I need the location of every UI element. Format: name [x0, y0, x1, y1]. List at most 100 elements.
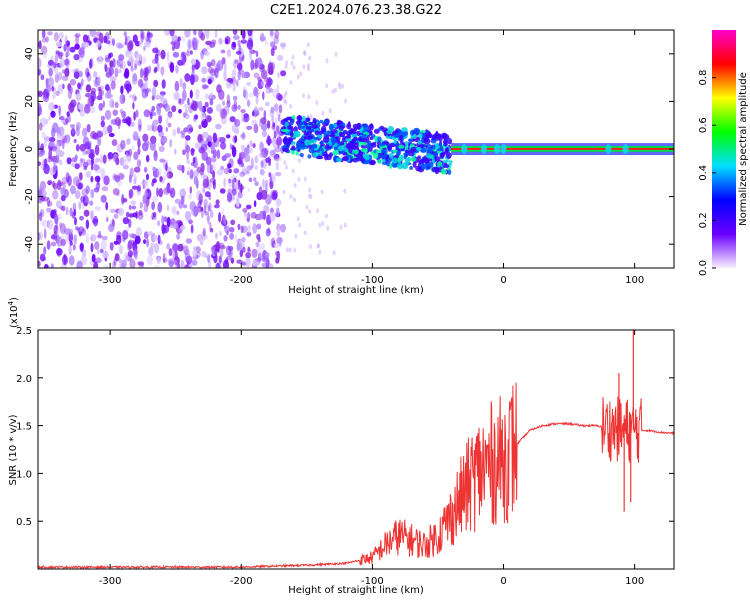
spectrogram-signal-blob — [431, 157, 436, 165]
spectrogram-sparse-blob — [288, 247, 292, 253]
spectrogram-noise-blob — [277, 94, 283, 102]
spectrogram-noise-blob — [72, 244, 76, 251]
spectrogram-noise-blob — [228, 168, 232, 174]
spectrogram-noise-blob — [60, 238, 66, 247]
spectrogram-noise-blob — [152, 178, 157, 184]
spectrogram-noise-blob — [204, 211, 210, 216]
spectrogram-sparse-blob — [284, 164, 288, 170]
spectrogram-signal-blob — [372, 152, 379, 159]
spectrogram-noise-blob — [102, 251, 109, 259]
spectrogram-noise-blob — [132, 93, 136, 103]
spectrogram-noise-blob — [199, 134, 204, 142]
spectrogram-sparse-blob — [296, 74, 300, 80]
spectrogram-noise-blob — [200, 143, 208, 152]
spectrogram-noise-blob — [236, 259, 243, 264]
spectrogram-noise-blob — [82, 161, 89, 168]
spectrogram-noise-blob — [78, 47, 85, 59]
spectrogram-noise-blob — [103, 35, 108, 44]
spectrogram-signal-blob — [358, 142, 362, 148]
spectrogram-noise-blob — [40, 74, 45, 81]
spectrogram-noise-blob — [143, 166, 148, 173]
spectrogram-noise-blob — [260, 32, 265, 43]
spectrogram-noise-blob — [253, 72, 260, 79]
spectrogram-noise-blob — [39, 231, 43, 241]
spectrogram-noise-blob — [240, 133, 246, 139]
spectrogram-signal-blob — [368, 124, 374, 131]
spectrogram-noise-blob — [209, 98, 214, 106]
spectrogram-noise-blob — [93, 160, 97, 167]
spectrogram-noise-blob — [274, 116, 278, 126]
spectrogram-noise-blob — [268, 88, 274, 93]
spectrogram-noise-blob — [109, 208, 117, 213]
spectrogram-noise-blob — [95, 95, 103, 100]
snr-panel: -300 -200 -100 0 100 0.5 1.0 1.5 2.0 2.5 Height o… — [7, 297, 675, 596]
spectrogram-noise-blob — [216, 60, 224, 71]
spectrogram-signal-blob — [280, 128, 288, 132]
spectrogram-signal-blob — [331, 129, 338, 134]
spectrogram-noise-blob — [102, 126, 109, 136]
spectrogram-noise-blob — [94, 241, 100, 250]
spectrogram-noise-blob — [64, 58, 70, 65]
spectrogram-noise-blob — [185, 255, 193, 265]
spectrogram-signal-blob — [316, 155, 324, 160]
spectrogram-sparse-blob — [283, 98, 287, 104]
spectrogram-noise-blob — [218, 89, 225, 101]
spectrogram-noise-blob — [125, 152, 129, 157]
spectrogram-noise-blob — [171, 250, 176, 260]
spectrogram-sparse-blob — [308, 209, 312, 214]
spectrogram-noise-blob — [134, 254, 139, 260]
spectrogram-noise-blob — [90, 87, 97, 95]
spectrogram-noise-blob — [223, 235, 228, 242]
spectrogram-noise-blob — [57, 150, 65, 158]
spectrogram-noise-blob — [149, 109, 154, 116]
spectrogram-noise-blob — [144, 41, 151, 48]
spectrogram-noise-blob — [128, 174, 132, 184]
spectrogram-noise-blob — [153, 242, 160, 254]
spectrogram-noise-blob — [186, 150, 189, 161]
spectrogram-noise-blob — [89, 106, 96, 114]
spectrogram-signal-blob — [408, 152, 415, 157]
spectrogram-xtick-label: -300 — [99, 275, 122, 286]
spectrogram-sparse-blob — [302, 93, 305, 99]
spectrogram-noise-blob — [69, 46, 76, 53]
spectrogram-sparse-blob — [303, 50, 307, 56]
colorbar: 0.0 0.2 0.4 0.6 0.8 Normalized spectral ampl… — [698, 30, 749, 276]
spectrogram-noise-blob — [111, 139, 118, 147]
spectrogram-noise-blob — [259, 140, 263, 148]
spectrogram-noise-blob — [250, 212, 257, 219]
spectrogram-noise-blob — [263, 205, 270, 214]
spectrogram-noise-blob — [212, 170, 216, 180]
spectrogram-noise-blob — [164, 30, 171, 36]
spectrogram-signal-blob — [404, 140, 409, 147]
spectrogram-noise-blob — [66, 43, 71, 52]
snr-scale-label: (x104) — [7, 297, 20, 328]
spectrogram-signal-blob — [423, 138, 431, 145]
spectrogram-noise-blob — [208, 202, 212, 212]
spectrogram-noise-blob — [184, 264, 189, 268]
spectrogram-noise-blob — [119, 157, 125, 166]
spectrogram-noise-blob — [269, 211, 276, 222]
spectrogram-signal-blob — [438, 134, 443, 142]
spectrogram-noise-blob — [113, 240, 119, 245]
spectrogram-noise-blob — [103, 264, 109, 268]
spectrogram-noise-blob — [95, 40, 102, 48]
spectrogram-sparse-blob — [307, 66, 311, 72]
spectrogram-noise-blob — [59, 57, 65, 68]
spectrogram-signal-blob — [290, 125, 294, 133]
spectrogram-noise-blob — [189, 89, 193, 99]
spectrogram-noise-blob — [152, 124, 158, 133]
spectrogram-noise-blob — [207, 141, 212, 148]
spectrogram-noise-blob — [204, 101, 209, 108]
spectrogram-noise-blob — [95, 257, 102, 264]
spectrogram-noise-blob — [280, 70, 287, 77]
spectrogram-noise-blob — [237, 104, 241, 110]
spectrogram-noise-blob — [77, 226, 85, 235]
spectrogram-noise-blob — [89, 59, 92, 70]
spectrogram-noise-blob — [114, 117, 121, 126]
spectrogram-noise-blob — [170, 218, 176, 225]
spectrogram-noise-blob — [145, 173, 150, 181]
spectrogram-noise-blob — [247, 224, 251, 234]
figure-title: C2E1.2024.076.23.38.G22 — [270, 3, 442, 18]
spectrogram-noise-blob — [132, 131, 139, 141]
